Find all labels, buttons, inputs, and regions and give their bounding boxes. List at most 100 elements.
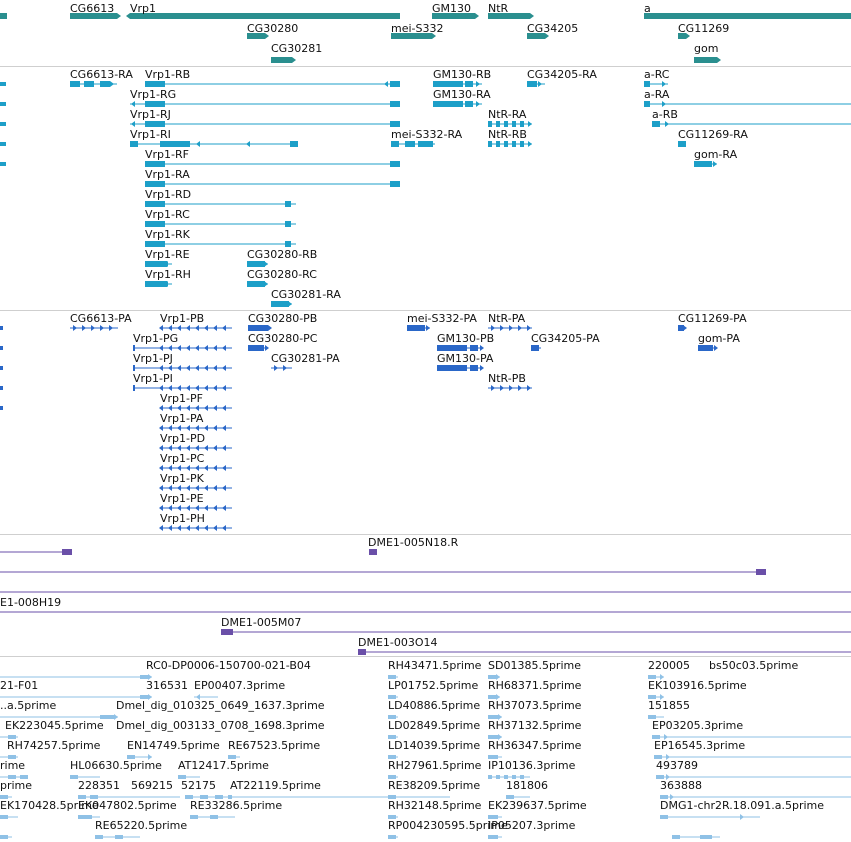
transcript-exon[interactable]: [488, 141, 492, 147]
transcript-arrow[interactable]: [288, 301, 292, 307]
transcript-exon[interactable]: [433, 101, 463, 107]
gene-feature[interactable]: [644, 13, 851, 19]
cds-arrow[interactable]: [213, 505, 217, 511]
est-block[interactable]: [8, 775, 16, 779]
cds-exon[interactable]: [248, 325, 268, 331]
transcript-arrow[interactable]: [196, 141, 200, 147]
est-block[interactable]: [78, 795, 86, 799]
cds-arrow[interactable]: [159, 465, 163, 471]
transcript-arrow[interactable]: [391, 81, 395, 87]
cds-arrow[interactable]: [274, 365, 278, 371]
cds-arrow[interactable]: [222, 525, 226, 531]
cds-arrow[interactable]: [213, 365, 217, 371]
cds-arrow[interactable]: [159, 505, 163, 511]
cds-arrow[interactable]: [195, 465, 199, 471]
cds-arrow[interactable]: [500, 385, 504, 391]
cds-exon[interactable]: [470, 365, 478, 371]
cds-exon[interactable]: [0, 366, 3, 370]
transcript-exon[interactable]: [160, 141, 190, 147]
cds-arrow[interactable]: [168, 485, 172, 491]
cds-arrow[interactable]: [159, 365, 163, 371]
cds-arrow[interactable]: [222, 325, 226, 331]
transcript-exon[interactable]: [488, 121, 492, 127]
clone-end[interactable]: [756, 569, 766, 575]
transcript-exon[interactable]: [405, 141, 415, 147]
cds-arrow[interactable]: [195, 385, 199, 391]
cds-arrow[interactable]: [222, 465, 226, 471]
transcript-exon[interactable]: [145, 221, 165, 227]
transcript-exon[interactable]: [145, 261, 167, 267]
cds-exon[interactable]: [437, 365, 467, 371]
est-block[interactable]: [660, 815, 668, 819]
est-block[interactable]: [388, 795, 396, 799]
clone-end[interactable]: [369, 549, 377, 555]
est-arrow[interactable]: [666, 754, 670, 760]
cds-arrow[interactable]: [204, 405, 208, 411]
est-block[interactable]: [488, 815, 498, 819]
cds-arrow[interactable]: [213, 485, 217, 491]
transcript-exon[interactable]: [465, 101, 473, 107]
transcript-exon[interactable]: [0, 82, 6, 86]
est-block[interactable]: [656, 775, 664, 779]
transcript-exon[interactable]: [520, 141, 524, 147]
transcript-exon[interactable]: [678, 141, 686, 147]
est-block[interactable]: [200, 795, 208, 799]
gene-feature[interactable]: [678, 33, 686, 39]
transcript-exon[interactable]: [527, 81, 537, 87]
cds-arrow[interactable]: [204, 385, 208, 391]
cds-exon[interactable]: [407, 325, 425, 331]
transcript-arrow[interactable]: [665, 121, 669, 127]
transcript-arrow[interactable]: [164, 261, 168, 267]
transcript-exon[interactable]: [520, 121, 524, 127]
cds-arrow[interactable]: [177, 385, 181, 391]
gene-strand-arrow[interactable]: [686, 33, 690, 39]
gene-feature[interactable]: [694, 57, 717, 63]
est-block[interactable]: [520, 775, 524, 779]
est-arrow[interactable]: [496, 694, 500, 700]
est-block[interactable]: [185, 795, 193, 799]
cds-arrow[interactable]: [177, 525, 181, 531]
cds-exon[interactable]: [133, 385, 135, 391]
transcript-exon[interactable]: [145, 101, 165, 107]
gene-feature[interactable]: [527, 33, 545, 39]
est-block[interactable]: [700, 835, 712, 839]
cds-arrow[interactable]: [168, 405, 172, 411]
est-arrow[interactable]: [666, 774, 670, 780]
est-block[interactable]: [140, 675, 148, 679]
est-arrow[interactable]: [498, 734, 502, 740]
cds-arrow[interactable]: [204, 425, 208, 431]
est-block[interactable]: [654, 755, 662, 759]
est-arrow[interactable]: [496, 674, 500, 680]
gene-strand-arrow[interactable]: [117, 13, 121, 19]
cds-arrow[interactable]: [222, 425, 226, 431]
gene-feature[interactable]: [488, 13, 530, 19]
est-block[interactable]: [488, 695, 496, 699]
cds-arrow[interactable]: [195, 525, 199, 531]
est-block[interactable]: [648, 695, 656, 699]
clone-end[interactable]: [62, 549, 72, 555]
transcript-exon[interactable]: [145, 201, 165, 207]
cds-arrow[interactable]: [168, 425, 172, 431]
est-block[interactable]: [0, 815, 8, 819]
cds-arrow[interactable]: [213, 405, 217, 411]
cds-arrow[interactable]: [204, 465, 208, 471]
transcript-exon[interactable]: [0, 102, 6, 106]
cds-arrow[interactable]: [195, 445, 199, 451]
est-arrow[interactable]: [660, 694, 664, 700]
cds-arrow[interactable]: [159, 445, 163, 451]
cds-arrow[interactable]: [204, 505, 208, 511]
transcript-exon[interactable]: [247, 281, 265, 287]
est-arrow[interactable]: [664, 734, 668, 740]
transcript-exon[interactable]: [0, 142, 6, 146]
cds-arrow[interactable]: [204, 345, 208, 351]
cds-arrow[interactable]: [509, 385, 513, 391]
transcript-exon[interactable]: [391, 141, 399, 147]
transcript-arrow[interactable]: [476, 81, 480, 87]
cds-arrow[interactable]: [480, 345, 484, 351]
transcript-arrow[interactable]: [131, 121, 135, 127]
cds-arrow[interactable]: [213, 385, 217, 391]
est-block[interactable]: [488, 755, 498, 759]
cds-arrow[interactable]: [204, 325, 208, 331]
cds-arrow[interactable]: [268, 325, 272, 331]
est-block[interactable]: [388, 775, 396, 779]
